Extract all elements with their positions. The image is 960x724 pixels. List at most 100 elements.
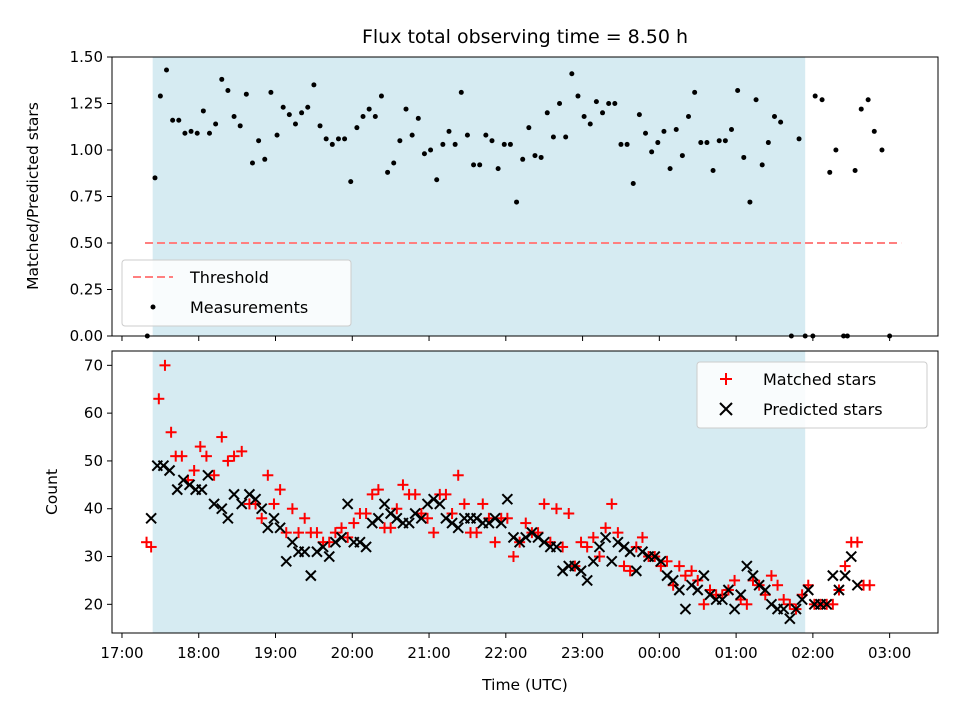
legend-matched-swatch [720,373,732,385]
matched-star-point-24 [293,527,305,539]
measurement-point-29 [323,136,329,142]
measurement-point-54 [477,162,483,168]
count-y-tick-label-2: 40 [84,500,103,518]
predicted-star-point-111 [833,584,845,596]
measurement-point-69 [569,71,575,77]
predicted-star-point-78 [630,565,643,577]
measurement-point-22 [280,104,286,110]
matched-star-point-6 [176,450,188,462]
count-legend-box [696,361,928,429]
matched-star-point-45 [422,512,434,524]
measurement-point-18 [256,138,262,144]
measurement-point-40 [391,160,397,166]
matched-star-point-3 [159,359,171,371]
measurement-point-92 [710,167,716,173]
predicted-star-point-82 [655,555,667,568]
predicted-star-point-57 [501,493,514,505]
predicted-star-point-28 [323,550,335,563]
predicted-star-point-77 [624,546,636,558]
measurement-point-85 [667,166,673,172]
measurement-point-67 [557,101,563,106]
predicted-star-point-96 [741,560,753,572]
count-panel: 20 30 40 50 60 70 17:00 18:00 19:00 20:00 21:00 22… [43,350,939,694]
measurement-point-81 [643,130,649,136]
matched-star-point-67 [557,541,569,553]
predicted-star-point-84 [667,574,679,587]
measurement-point-116 [865,97,871,103]
measurement-point-42 [403,106,409,112]
legend-matched-label: Matched stars [763,370,876,389]
predicted-star-point-95 [735,589,747,601]
measurement-point-80 [636,112,642,118]
measurement-point-75 [606,101,612,106]
measurement-point-98 [747,199,753,205]
matched-star-point-14 [228,450,240,462]
matched-star-point-61 [520,517,532,529]
matched-star-point-89 [692,574,704,586]
predicted-star-point-74 [606,555,618,568]
matched-star-point-59 [507,551,519,563]
predicted-star-point-69 [575,565,587,577]
measurement-point-110 [827,169,833,175]
matched-star-point-19 [262,469,274,481]
matched-star-point-117 [864,579,876,591]
measurement-point-51 [458,89,464,95]
count-y-axis-label: Count [43,469,61,515]
matched-star-point-115 [851,536,863,548]
matched-star-point-78 [624,565,636,577]
matched-star-point-20 [268,498,280,510]
predicted-star-point-105 [796,593,808,606]
measurement-point-88 [686,114,692,120]
measurement-points [144,67,893,339]
x-tick-label-0: 17:00 [100,644,143,662]
measurement-point-68 [563,134,569,140]
legend-predicted-label: Predicted stars [763,400,883,419]
matched-star-point-87 [679,570,691,582]
count-axes-frame [111,350,939,634]
measurement-point-108 [812,93,818,99]
predicted-star-point-19 [268,512,280,524]
chart-title: Flux total observing time = 8.50 h [362,26,688,48]
matched-star-point-21 [274,484,286,496]
matched-star-point-40 [391,503,403,515]
measurement-point-1 [152,175,158,181]
measurement-point-79 [630,180,636,186]
matched-star-point-50 [452,469,464,481]
matched-star-point-111 [827,598,839,610]
matched-star-point-2 [153,393,165,405]
count-y-tick-label-0: 20 [84,595,103,613]
matched-star-point-68 [563,508,575,520]
predicted-star-point-106 [802,584,814,596]
matched-star-point-90 [698,598,710,610]
matched-star-point-9 [194,441,206,453]
count-y-tick-label-4: 60 [84,404,103,422]
measurement-point-14 [231,114,237,120]
count-legend: Matched stars Predicted stars [696,361,928,429]
measurement-point-103 [778,119,784,125]
measurement-point-48 [440,141,446,147]
measurement-point-94 [722,138,728,144]
measurement-point-24 [292,121,298,127]
predicted-star-point-97 [747,569,759,582]
measurement-point-76 [612,101,618,106]
matched-star-point-15 [236,445,248,457]
measurement-point-23 [286,112,292,118]
measurement-point-90 [698,140,704,146]
legend-threshold-label: Threshold [189,268,269,287]
predicted-star-point-12 [222,512,234,524]
measurement-point-11 [213,121,219,127]
matched-star-point-10 [200,450,212,462]
matched-star-point-54 [477,498,489,510]
measurement-point-71 [581,114,587,120]
measurement-point-61 [520,156,526,162]
measurement-point-52 [464,132,470,138]
ratio-y-tick-label-4: 1.00 [70,141,103,159]
ratio-y-tick-label-2: 0.50 [70,234,103,252]
measurement-point-31 [335,136,341,142]
predicted-star-point-109 [820,598,833,611]
predicted-star-point-0 [145,512,157,524]
measurement-point-30 [329,141,335,147]
measurement-point-102 [771,114,777,120]
measurement-point-7 [188,128,194,134]
